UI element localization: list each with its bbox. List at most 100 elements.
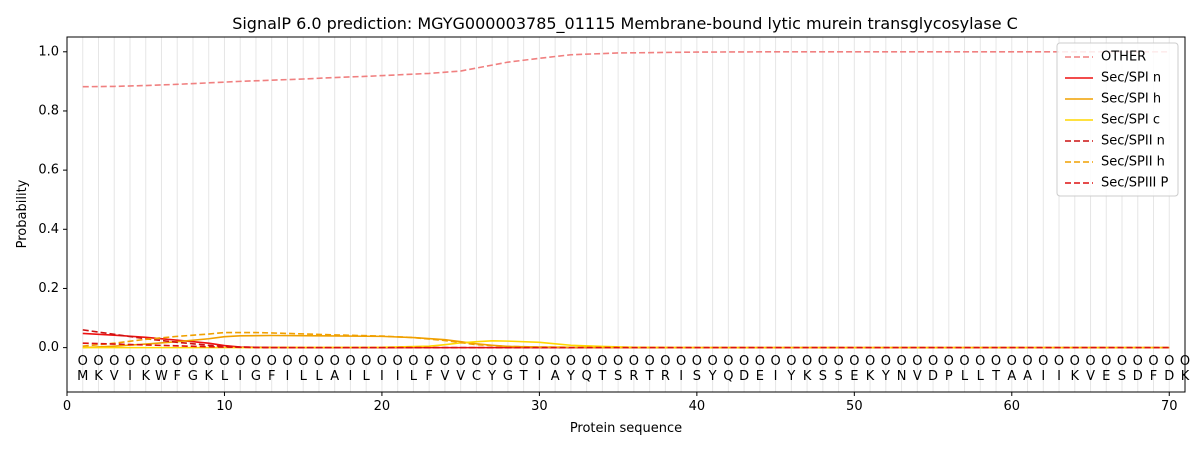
residue-marker: O bbox=[723, 354, 733, 369]
residue-marker: O bbox=[660, 354, 670, 369]
residue-marker: O bbox=[865, 354, 875, 369]
residue-marker: O bbox=[629, 354, 639, 369]
residue-marker: O bbox=[676, 354, 686, 369]
residue-letter: C bbox=[472, 369, 481, 384]
residue-letter: I bbox=[238, 369, 242, 384]
residue-letter: Y bbox=[708, 369, 717, 384]
residue-marker: O bbox=[912, 354, 922, 369]
residue-letter: S bbox=[693, 369, 701, 384]
residue-marker: O bbox=[235, 354, 245, 369]
residue-letter: V bbox=[456, 369, 465, 384]
residue-marker: O bbox=[1007, 354, 1017, 369]
chart-title: SignalP 6.0 prediction: MGYG000003785_01… bbox=[232, 14, 1018, 34]
residue-letter: G bbox=[251, 369, 261, 384]
residue-letter: A bbox=[1007, 369, 1016, 384]
residue-letter: L bbox=[221, 369, 229, 384]
residue-marker: O bbox=[393, 354, 403, 369]
residue-marker: O bbox=[534, 354, 544, 369]
residue-marker: O bbox=[408, 354, 418, 369]
residue-marker: O bbox=[204, 354, 214, 369]
legend-label: OTHER bbox=[1101, 50, 1146, 65]
residue-letter: S bbox=[1118, 369, 1126, 384]
residue-letter: L bbox=[961, 369, 969, 384]
residue-letter: E bbox=[1102, 369, 1110, 384]
residue-letter: F bbox=[425, 369, 432, 384]
plot-frame bbox=[66, 36, 1186, 393]
residue-marker: O bbox=[141, 354, 151, 369]
residue-letter: Y bbox=[786, 369, 795, 384]
residue-marker: O bbox=[550, 354, 560, 369]
residue-marker: O bbox=[975, 354, 985, 369]
residue-letter: D bbox=[1164, 369, 1174, 384]
y-tick-label: 0.8 bbox=[38, 103, 59, 118]
residue-letter: I bbox=[679, 369, 683, 384]
residue-marker: O bbox=[1038, 354, 1048, 369]
residue-marker: O bbox=[613, 354, 623, 369]
residue-marker: O bbox=[519, 354, 529, 369]
residue-letter: I bbox=[1057, 369, 1061, 384]
residue-letter: S bbox=[614, 369, 622, 384]
residue-marker: O bbox=[93, 354, 103, 369]
residue-letter: D bbox=[739, 369, 749, 384]
series-line bbox=[82, 329, 1170, 349]
legend-label: Sec/SPII n bbox=[1101, 134, 1165, 149]
residue-marker: O bbox=[1164, 354, 1174, 369]
series-line bbox=[82, 50, 1170, 88]
residue-track: OMOKOVOIOKOWOFOGOKOLOIOGOFOIOLOLOAOIOLOI… bbox=[77, 354, 1190, 384]
residue-marker: O bbox=[456, 354, 466, 369]
residue-marker: O bbox=[944, 354, 954, 369]
series-line bbox=[82, 342, 1170, 349]
legend-label: Sec/SPI h bbox=[1101, 92, 1161, 107]
residue-marker: O bbox=[1054, 354, 1064, 369]
residue-letter: M bbox=[77, 369, 88, 384]
residue-letter: N bbox=[897, 369, 907, 384]
residue-letter: I bbox=[286, 369, 290, 384]
x-tick-label: 60 bbox=[1004, 399, 1021, 414]
residue-letter: K bbox=[1071, 369, 1080, 384]
residue-letter: I bbox=[396, 369, 400, 384]
residue-marker: O bbox=[991, 354, 1001, 369]
residue-letter: T bbox=[519, 369, 528, 384]
residue-letter: K bbox=[204, 369, 213, 384]
residue-marker: O bbox=[314, 354, 324, 369]
residue-marker: O bbox=[330, 354, 340, 369]
x-axis-ticks: 0 10 20 30 40 50 60 70 bbox=[63, 392, 1178, 414]
residue-marker: O bbox=[78, 354, 88, 369]
series-line bbox=[82, 334, 1170, 349]
residue-marker: O bbox=[1070, 354, 1080, 369]
residue-marker: O bbox=[645, 354, 655, 369]
series-lines bbox=[82, 50, 1170, 349]
y-tick-label: 0.2 bbox=[38, 281, 59, 296]
residue-letter: L bbox=[410, 369, 418, 384]
residue-letter: V bbox=[110, 369, 119, 384]
residue-marker: O bbox=[770, 354, 780, 369]
residue-letter: I bbox=[1041, 369, 1045, 384]
residue-letter: I bbox=[537, 369, 541, 384]
residue-letter: V bbox=[913, 369, 922, 384]
residue-marker: O bbox=[361, 354, 371, 369]
residue-letter: R bbox=[629, 369, 638, 384]
residue-marker: O bbox=[440, 354, 450, 369]
residue-marker: O bbox=[597, 354, 607, 369]
x-tick-label: 50 bbox=[846, 399, 863, 414]
residue-letter: F bbox=[1150, 369, 1157, 384]
residue-letter: E bbox=[756, 369, 764, 384]
residue-letter: Y bbox=[881, 369, 890, 384]
residue-marker: O bbox=[928, 354, 938, 369]
residue-marker: O bbox=[188, 354, 198, 369]
residue-marker: O bbox=[345, 354, 355, 369]
residue-marker: O bbox=[896, 354, 906, 369]
residue-letter: I bbox=[349, 369, 353, 384]
residue-marker: O bbox=[1022, 354, 1032, 369]
residue-letter: I bbox=[380, 369, 384, 384]
residue-letter: Q bbox=[723, 369, 733, 384]
x-tick-label: 0 bbox=[63, 399, 71, 414]
x-tick-label: 30 bbox=[531, 399, 548, 414]
residue-letter: D bbox=[928, 369, 938, 384]
residue-letter: G bbox=[188, 369, 198, 384]
residue-marker: O bbox=[881, 354, 891, 369]
legend-label: Sec/SPI c bbox=[1101, 113, 1160, 128]
legend-box bbox=[1056, 42, 1179, 197]
x-axis-label: Protein sequence bbox=[570, 421, 682, 436]
